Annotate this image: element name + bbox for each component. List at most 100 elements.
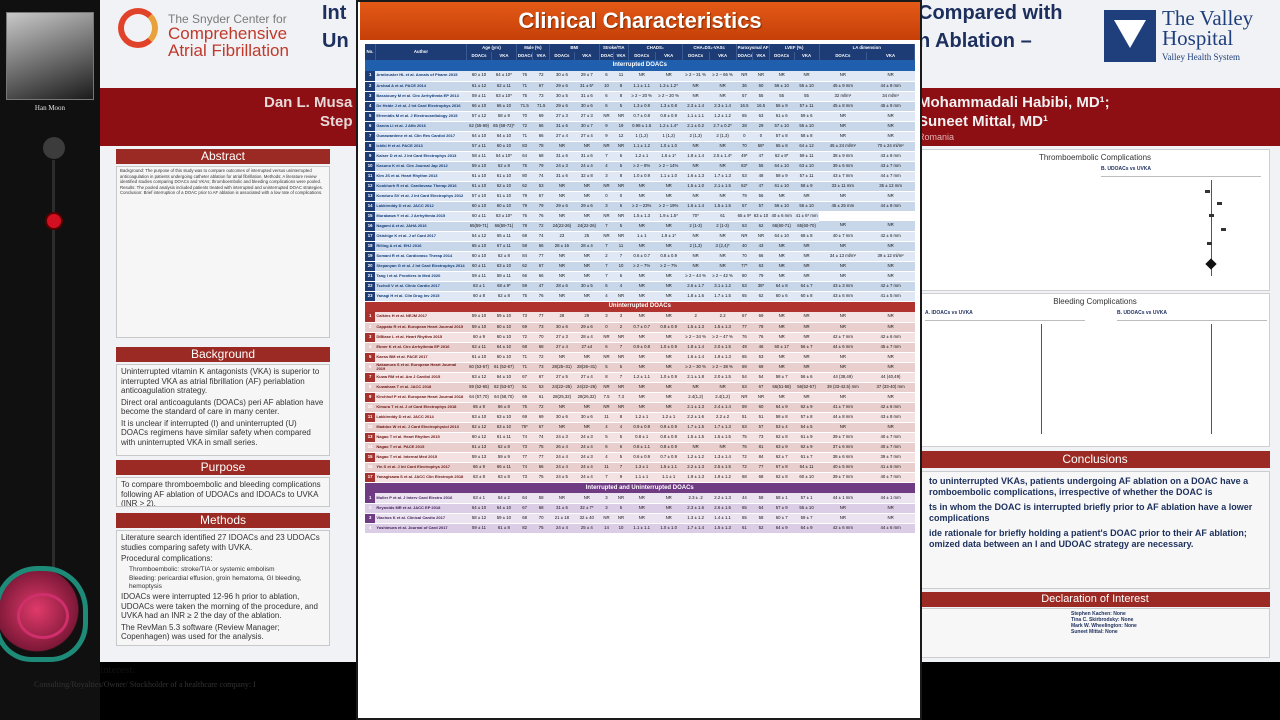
table-cell: 58	[532, 493, 550, 504]
table-cell: 68 ± 9*	[491, 281, 517, 292]
table-cell: 45 ± 24 ml/m²	[819, 141, 867, 152]
table-row: 4 Yoshimura et al. Journal of Card 2017 59…	[365, 523, 915, 534]
table-cell: 65(60-70)	[794, 221, 820, 232]
table-cell: 74	[532, 171, 550, 182]
table-cell: 4	[599, 452, 614, 463]
background-item: It is unclear if interrupted (I) and uni…	[121, 418, 311, 447]
table-cell: ≥ 2 – 20 %	[628, 91, 656, 102]
table-cell: 59 ± 11	[466, 91, 492, 102]
purpose-item: To compare thromboembolic and bleeding c…	[121, 480, 321, 507]
hospital-line2: Hospital	[1162, 26, 1234, 50]
table-row: 2 Cappato R et al. European Heart Journal…	[365, 322, 915, 333]
plot-axis	[1211, 180, 1212, 276]
table-cell: 4	[613, 422, 629, 433]
table-row: 9 Kaiser D et al. J Int Card Electrophys …	[365, 151, 915, 162]
plot-point	[1221, 228, 1226, 231]
table-cell: NR	[574, 352, 600, 363]
table-cell: NR	[709, 161, 737, 172]
study-author: Nakamura S et al. European Heart Journal…	[375, 362, 467, 373]
table-cell: 3	[599, 312, 614, 323]
table-cell: 62 ± 12	[466, 422, 492, 433]
study-author: Ebner K et al. Circ Arrhythmia EP 2016	[375, 342, 467, 353]
table-cell: 1.6 ± 1.4	[682, 352, 710, 363]
table-cell: 10	[613, 523, 629, 534]
table-cell: 2.3 ± 1.4	[682, 101, 710, 112]
table-cell: 60 ± 12	[466, 432, 492, 443]
table-cell: 56(52-57)	[794, 382, 820, 393]
table-row: 4 De Heide J et al. J Int Card Electrophy…	[365, 101, 915, 112]
poster-title-right1: Compared with	[918, 2, 1063, 24]
table-cell: 60 ± 10	[466, 201, 492, 212]
study-author: DiBiase L et al. Heart Rhythm 2015	[375, 332, 467, 343]
laser-pointer-icon[interactable]	[45, 212, 63, 230]
table-row: 19 Somani R et al. Cardiovasc Therap 2014…	[365, 251, 915, 262]
table-cell: NR	[628, 281, 656, 292]
table-cell: 64 ± 7	[794, 281, 820, 292]
table-cell: 1.4 ± 1.1	[709, 513, 737, 524]
table-cell: 44 ± 1 mm	[819, 493, 867, 504]
valley-hospital-mark-icon	[1104, 10, 1156, 62]
table-cell: 61 ± 10	[491, 191, 517, 202]
table-cell: 67	[516, 503, 533, 514]
table-cell: 42 ± 7 mm	[866, 281, 915, 292]
table-cell: NR	[819, 131, 867, 142]
table-cell: 24 ± 5	[549, 472, 575, 483]
table-cell: 60 ± 6	[769, 291, 795, 302]
methods-item: Literature search identified 27 IDOACs a…	[121, 533, 320, 552]
table-cell: 47	[532, 281, 550, 292]
table-cell: 2.2 ± 1.3	[709, 493, 737, 504]
scroll-track[interactable]	[52, 160, 55, 640]
table-cell: NR	[819, 312, 867, 323]
table-cell: NR	[819, 513, 867, 524]
column-subheader: DOACs	[682, 52, 710, 60]
abstract-heading: Abstract	[116, 149, 330, 164]
table-cell: 7.3	[613, 392, 629, 403]
table-cell: NR	[769, 312, 795, 323]
pointer-dot-icon[interactable]	[43, 137, 65, 159]
purpose-heading: Purpose	[116, 460, 330, 475]
table-cell: NR	[709, 191, 737, 202]
table-cell: 39 ± 7 mm	[819, 432, 867, 443]
table-cell: NR	[549, 402, 575, 413]
table-cell: NR	[769, 392, 795, 403]
table-cell: NR	[682, 231, 710, 242]
table-cell: NR	[866, 271, 915, 282]
row-number: 17	[365, 231, 376, 242]
table-cell: 62 (55-69)	[466, 121, 492, 132]
table-cell: 58 ± 8	[794, 131, 820, 142]
table-cell: 60 ± 10	[466, 251, 492, 262]
table-cell: NR	[819, 352, 867, 363]
table-cell: NR	[655, 493, 683, 504]
table-cell: 7	[599, 221, 614, 232]
table-cell: 29 ± 6	[549, 81, 575, 92]
plot-axis	[1211, 324, 1212, 434]
table-cell: 5	[599, 362, 614, 373]
table-cell: 1.5 ± 1.0	[682, 181, 710, 192]
table-cell: 77	[752, 462, 770, 473]
table-cell: 5	[599, 432, 614, 443]
table-scroll[interactable]: No. Author Age (yrs) Male (%) BMI Stroke/TIA C…	[365, 44, 915, 716]
table-cell: NR	[769, 241, 795, 252]
table-cell: 10	[599, 81, 614, 92]
table-cell: 53	[736, 171, 753, 182]
table-cell: NR	[628, 191, 656, 202]
table-cell: NR	[866, 111, 915, 122]
table-cell: 1.1 ± 1	[655, 472, 683, 483]
plot-point	[1207, 242, 1212, 245]
table-cell: NR	[752, 392, 770, 403]
row-number: 3	[365, 513, 376, 524]
table-cell: 59 ± 10	[491, 513, 517, 524]
table-cell: 44 ± 6 mm	[866, 523, 915, 534]
table-cell: 58 ± 9	[794, 181, 820, 192]
plot-axis	[1041, 324, 1042, 434]
table-cell: 2 (1,3)	[682, 241, 710, 252]
table-cell: 2.2 ± 1.3	[682, 462, 710, 473]
table-cell: 83	[516, 141, 533, 152]
thrombo-plot-subtitle: B. UDOACs vs UVKA	[1101, 166, 1152, 172]
table-cell: NR	[655, 271, 683, 282]
declaration-left-heading: Declaration of interest:	[34, 664, 136, 676]
thrombo-plot-panel: Thromboembolic Complications B. UDOACs v…	[920, 149, 1270, 291]
table-cell: 83*	[736, 161, 753, 172]
table-cell: 1.3 ± 1.2*	[655, 81, 683, 92]
clinical-characteristics-overlay: Clinical Characteristics No. Author Age (y…	[356, 0, 922, 720]
